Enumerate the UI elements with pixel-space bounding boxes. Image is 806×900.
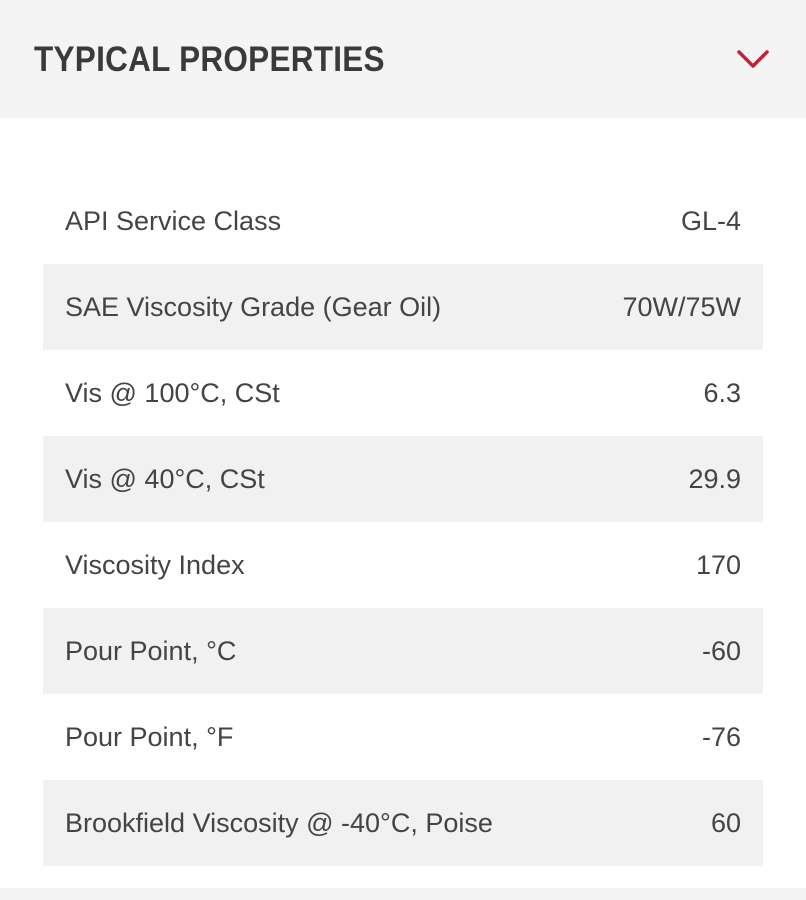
property-row: Viscosity Index 170 [43,522,763,608]
next-section-divider [0,888,806,900]
property-label: Pour Point, °F [65,721,234,752]
property-label: Vis @ 100°C, CSt [65,377,280,408]
property-row: Vis @ 100°C, CSt 6.3 [43,350,763,436]
property-row: Brookfield Viscosity @ -40°C, Poise 60 [43,780,763,866]
property-label: Viscosity Index [65,549,245,580]
property-value: 60 [710,807,741,838]
property-row: API Service Class GL-4 [43,178,763,264]
property-label: API Service Class [65,205,282,236]
property-label: Pour Point, °C [65,635,237,666]
property-row: Pour Point, °F -76 [43,694,763,780]
property-value: 170 [695,549,741,580]
property-label: Vis @ 40°C, CSt [65,463,265,494]
property-value: -60 [701,635,741,666]
property-row: Vis @ 40°C, CSt 29.9 [43,436,763,522]
property-value: 70W/75W [622,291,741,322]
property-row: Pour Point, °C -60 [43,608,763,694]
property-value: -76 [701,721,741,752]
property-value: 6.3 [703,377,741,408]
property-row: SAE Viscosity Grade (Gear Oil) 70W/75W [43,264,763,350]
chevron-down-icon[interactable] [736,48,770,70]
typical-properties-accordion-header[interactable]: TYPICAL PROPERTIES [0,0,806,118]
property-value: GL-4 [680,205,741,236]
section-title: TYPICAL PROPERTIES [34,40,385,79]
property-label: Brookfield Viscosity @ -40°C, Poise [65,807,493,838]
property-value: 29.9 [688,463,741,494]
property-label: SAE Viscosity Grade (Gear Oil) [65,291,442,322]
properties-table: API Service Class GL-4 SAE Viscosity Grade… [43,178,763,866]
